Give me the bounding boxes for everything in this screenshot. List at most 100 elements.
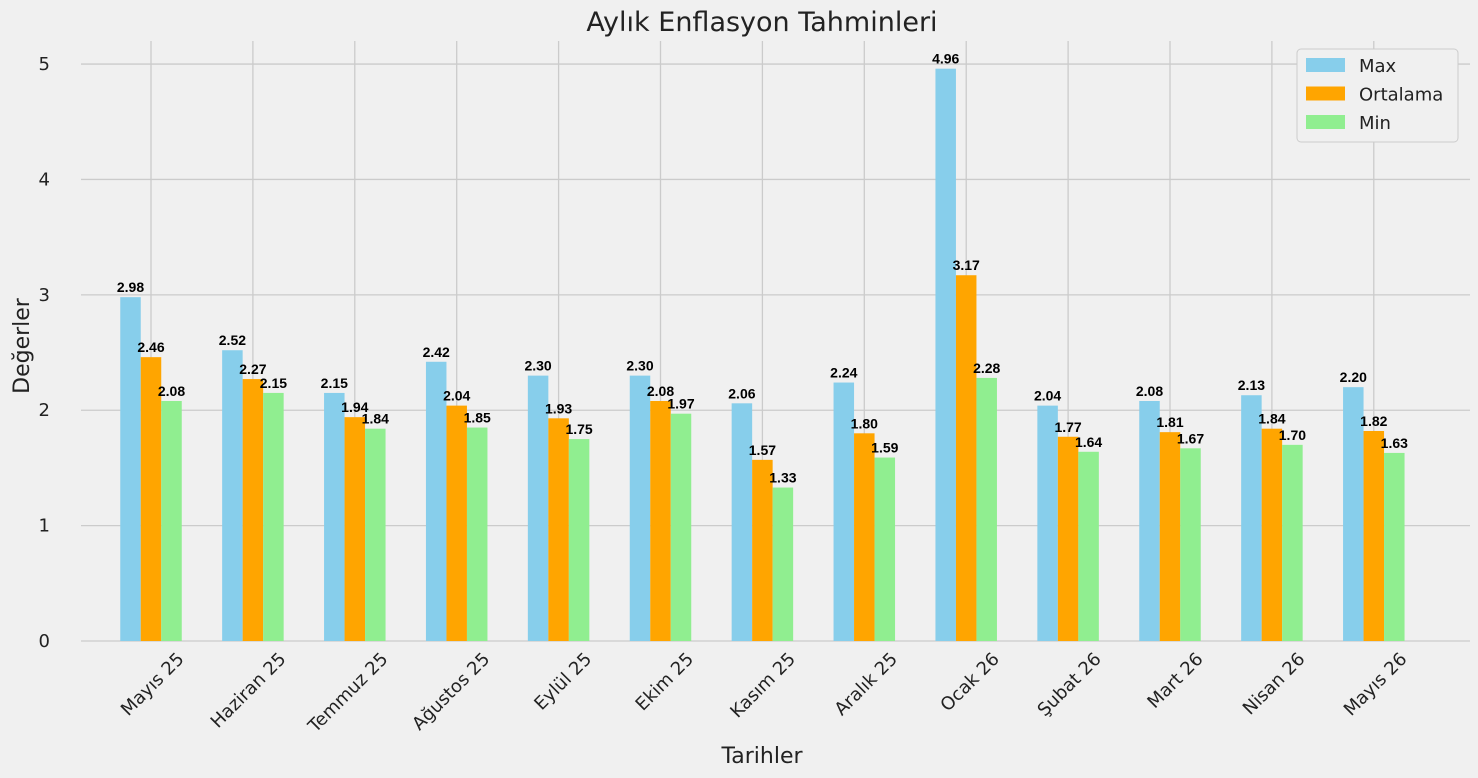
data-label: 2.13 [1238, 377, 1265, 393]
data-label: 1.85 [464, 410, 491, 426]
bar-ortalama [548, 418, 569, 641]
bar-max [731, 403, 753, 641]
x-tick-label: Şubat 26 [1034, 649, 1106, 721]
data-label: 2.27 [239, 361, 266, 377]
bar-min [1282, 444, 1303, 641]
data-label: 1.57 [749, 442, 776, 458]
y-axis-label: Değerler [10, 297, 35, 394]
bar-max [120, 297, 141, 641]
value-labels: 2.98 2.52 2.15 2.42 2.30 2.30 2.06 2.24 4.96 2.04… [117, 51, 1408, 486]
data-label: 2.98 [117, 279, 144, 295]
y-tick-label: 2 [39, 400, 50, 421]
bar-min [568, 439, 590, 641]
data-label: 2.52 [219, 332, 246, 348]
bar-max [1139, 401, 1160, 641]
legend: Max Ortalama Min [1296, 48, 1459, 143]
x-tick-label: Ocak 26 [936, 649, 1003, 716]
data-label: 2.30 [626, 358, 653, 374]
bar-min [976, 377, 997, 641]
data-label: 2.04 [1034, 388, 1061, 404]
data-label: 1.75 [565, 421, 592, 437]
data-label: 1.82 [1360, 413, 1387, 429]
data-label: 2.46 [137, 339, 164, 355]
bar-max [1241, 395, 1262, 641]
data-label: 1.59 [871, 440, 898, 456]
x-tick-label: Ağustos 25 [408, 649, 494, 735]
data-label: 2.08 [158, 383, 185, 399]
y-tick-label: 4 [39, 169, 50, 190]
legend-swatch [1306, 115, 1345, 129]
bar-ortalama [650, 401, 671, 641]
legend-swatch [1306, 86, 1345, 101]
bar-max [1037, 405, 1058, 641]
x-tick-label: Nisan 26 [1239, 649, 1310, 720]
bar-ortalama [140, 357, 162, 641]
y-tick-label: 3 [39, 285, 50, 306]
y-tick-label: 5 [39, 54, 50, 75]
x-tick-label: Aralık 25 [831, 649, 902, 720]
data-label: 1.84 [362, 411, 389, 427]
bar-ortalama [1057, 436, 1079, 641]
bar-max [629, 375, 651, 641]
x-tick-label: Haziran 25 [207, 649, 291, 733]
x-axis-label: Tarihler [720, 744, 803, 769]
bar-ortalama [446, 405, 467, 641]
data-label: 2.06 [728, 385, 755, 401]
bar-min [874, 457, 896, 641]
data-label: 1.67 [1177, 430, 1204, 446]
data-label: 2.08 [1136, 383, 1163, 399]
bar-max [1343, 387, 1364, 641]
data-label: 1.64 [1075, 434, 1102, 450]
bar-min [1180, 448, 1201, 641]
x-axis-ticks: Mayıs 25 Haziran 25 Temmuz 25 Ağustos 25 Eyl… [117, 649, 1411, 738]
bar-min [1078, 451, 1099, 641]
bars [120, 68, 1405, 641]
x-tick-label: Ekim 25 [632, 649, 698, 715]
data-label: 2.30 [524, 358, 551, 374]
data-label: 3.17 [953, 257, 980, 273]
bar-min [365, 428, 386, 641]
y-axis-ticks: 0 1 2 3 4 5 [39, 54, 50, 652]
data-label: 2.15 [260, 375, 287, 391]
bar-ortalama [752, 459, 773, 641]
data-label: 1.81 [1156, 414, 1183, 430]
bar-ortalama [1159, 432, 1181, 641]
data-label: 2.28 [973, 360, 1000, 376]
bar-ortalama [1363, 431, 1385, 641]
bar-ortalama [955, 275, 977, 641]
data-label: 2.24 [830, 365, 857, 381]
bar-min [263, 392, 284, 641]
data-label: 1.84 [1258, 411, 1285, 427]
bar-ortalama [344, 417, 366, 641]
x-tick-label: Mayıs 26 [1340, 649, 1412, 721]
data-label: 2.15 [321, 375, 348, 391]
bar-min [466, 427, 488, 641]
chart-title: Aylık Enflasyon Tahminleri [586, 7, 937, 38]
bar-min [161, 401, 182, 641]
bar-max [833, 382, 855, 641]
data-label: 2.42 [423, 344, 450, 360]
bar-ortalama [854, 433, 875, 641]
data-label: 2.04 [443, 388, 470, 404]
y-tick-label: 1 [39, 516, 50, 537]
data-label: 1.33 [769, 470, 796, 486]
data-label: 1.70 [1279, 427, 1306, 443]
data-label: 1.97 [667, 396, 694, 412]
data-label: 1.93 [545, 400, 572, 416]
bar-max [324, 392, 345, 641]
legend-label: Min [1359, 113, 1391, 134]
bar-min [1384, 452, 1405, 641]
data-label: 2.08 [647, 383, 674, 399]
y-tick-label: 0 [39, 631, 50, 652]
bar-min [772, 487, 794, 641]
data-label: 1.94 [341, 399, 368, 415]
legend-swatch [1306, 58, 1345, 72]
data-label: 1.63 [1381, 435, 1408, 451]
data-label: 4.96 [932, 51, 959, 67]
x-tick-label: Eylül 25 [530, 649, 596, 715]
x-tick-label: Mayıs 25 [117, 649, 189, 721]
data-label: 1.77 [1054, 419, 1081, 435]
x-tick-label: Temmuz 25 [304, 649, 393, 738]
bar-max [527, 375, 549, 641]
